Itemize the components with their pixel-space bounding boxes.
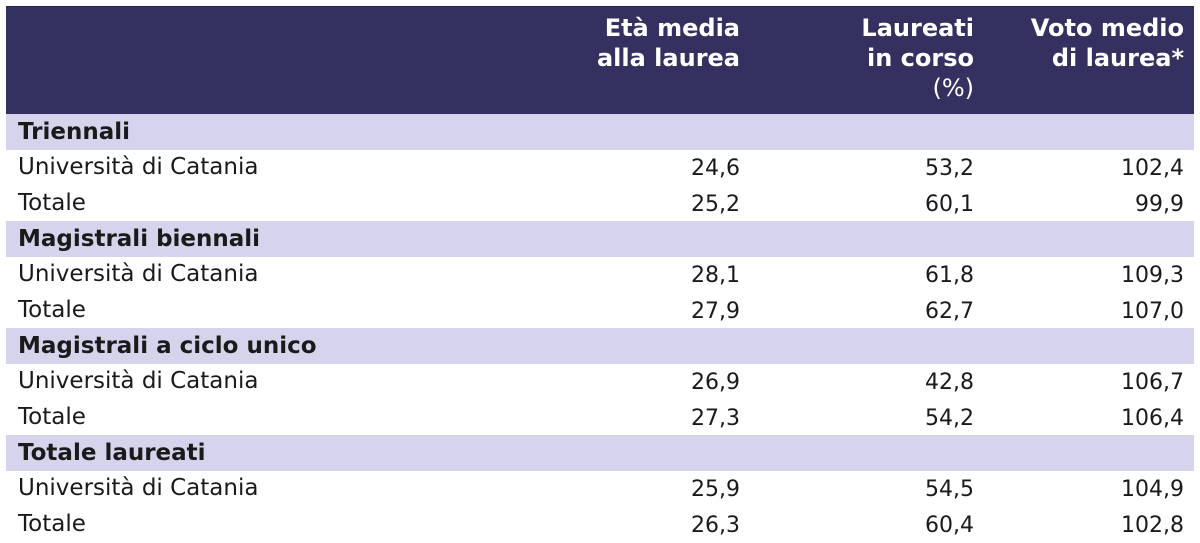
header-unit: (%) bbox=[932, 74, 974, 102]
table-row: Università di Catania 24,6 53,2 102,4 bbox=[6, 150, 1194, 186]
section-row: Magistrali a ciclo unico bbox=[6, 328, 1194, 364]
row-label: Totale bbox=[18, 296, 86, 323]
row-label: Università di Catania bbox=[18, 261, 259, 287]
row-label: Università di Catania bbox=[18, 154, 259, 180]
laureati-in-corso-value: 54,5 bbox=[925, 477, 974, 502]
table-body: Triennali Università di Catania 24,6 53,2 10… bbox=[6, 114, 1194, 542]
eta-media-value: 25,9 bbox=[691, 477, 740, 502]
table-row: Totale 26,3 60,4 102,8 bbox=[6, 507, 1194, 543]
row-label: Università di Catania bbox=[18, 475, 259, 501]
graduates-table: Età media alla laurea Laureati in corso … bbox=[6, 6, 1194, 542]
row-label: Totale bbox=[18, 189, 86, 216]
voto-medio-value: 104,9 bbox=[1121, 477, 1184, 502]
voto-medio-value: 107,0 bbox=[1121, 298, 1184, 324]
voto-medio-value: 109,3 bbox=[1121, 263, 1184, 288]
row-label: Totale bbox=[18, 403, 86, 430]
section-row: Magistrali biennali bbox=[6, 221, 1194, 257]
table-row: Università di Catania 28,1 61,8 109,3 bbox=[6, 257, 1194, 293]
header-line: in corso bbox=[867, 44, 974, 72]
header-voto-medio: Voto medio di laurea* bbox=[1031, 13, 1184, 73]
laureati-in-corso-value: 53,2 bbox=[925, 156, 974, 181]
laureati-in-corso-value: 54,2 bbox=[925, 405, 974, 431]
section-title: Magistrali a ciclo unico bbox=[18, 333, 317, 359]
header-line: di laurea* bbox=[1051, 44, 1184, 72]
eta-media-value: 25,2 bbox=[691, 191, 740, 217]
header-line: Età media bbox=[604, 14, 740, 42]
eta-media-value: 24,6 bbox=[691, 156, 740, 181]
section-title: Magistrali biennali bbox=[18, 226, 261, 252]
laureati-in-corso-value: 62,7 bbox=[925, 298, 974, 324]
header-line: Voto medio bbox=[1030, 14, 1184, 42]
table-row: Totale 27,9 62,7 107,0 bbox=[6, 293, 1194, 329]
table-row: Università di Catania 25,9 54,5 104,9 bbox=[6, 471, 1194, 507]
row-label: Università di Catania bbox=[18, 368, 259, 394]
header-eta-media: Età media alla laurea bbox=[597, 13, 740, 73]
eta-media-value: 28,1 bbox=[691, 263, 740, 288]
row-label: Totale bbox=[18, 510, 86, 537]
voto-medio-value: 102,4 bbox=[1121, 156, 1184, 181]
laureati-in-corso-value: 61,8 bbox=[925, 263, 974, 288]
table-row: Università di Catania 26,9 42,8 106,7 bbox=[6, 364, 1194, 400]
table-row: Totale 25,2 60,1 99,9 bbox=[6, 186, 1194, 222]
laureati-in-corso-value: 60,4 bbox=[925, 512, 974, 538]
header-line: Laureati bbox=[861, 14, 974, 42]
voto-medio-value: 106,4 bbox=[1121, 405, 1184, 431]
eta-media-value: 27,3 bbox=[691, 405, 740, 431]
voto-medio-value: 102,8 bbox=[1121, 512, 1184, 538]
header-line: alla laurea bbox=[596, 44, 740, 72]
table-row: Totale 27,3 54,2 106,4 bbox=[6, 400, 1194, 436]
voto-medio-value: 99,9 bbox=[1135, 191, 1184, 217]
section-row: Triennali bbox=[6, 114, 1194, 150]
eta-media-value: 26,3 bbox=[691, 512, 740, 538]
section-row: Totale laureati bbox=[6, 435, 1194, 471]
voto-medio-value: 106,7 bbox=[1121, 370, 1184, 395]
section-title: Totale laureati bbox=[18, 440, 206, 466]
eta-media-value: 26,9 bbox=[691, 370, 740, 395]
laureati-in-corso-value: 60,1 bbox=[925, 191, 974, 217]
header-laureati-in-corso: Laureati in corso (%) bbox=[861, 13, 974, 103]
laureati-in-corso-value: 42,8 bbox=[925, 370, 974, 395]
eta-media-value: 27,9 bbox=[691, 298, 740, 324]
table-header: Età media alla laurea Laureati in corso … bbox=[6, 6, 1194, 114]
section-title: Triennali bbox=[18, 119, 131, 145]
